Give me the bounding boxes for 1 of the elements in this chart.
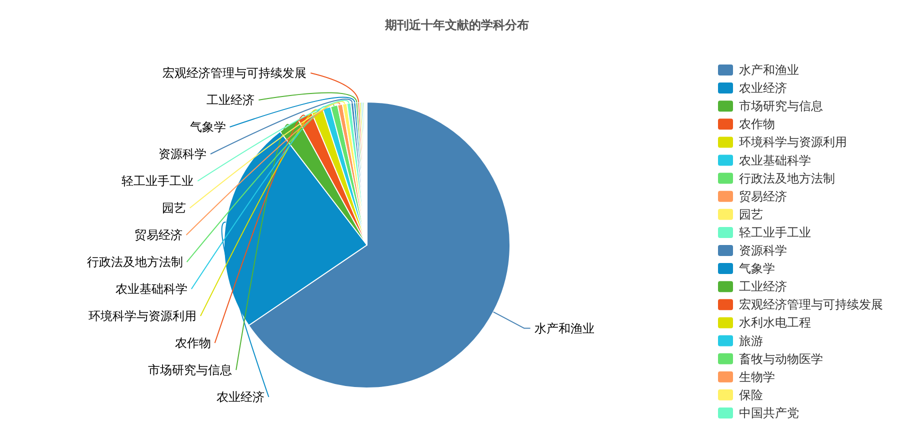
title: 期刊近十年文献的学科分布 [385,18,529,32]
